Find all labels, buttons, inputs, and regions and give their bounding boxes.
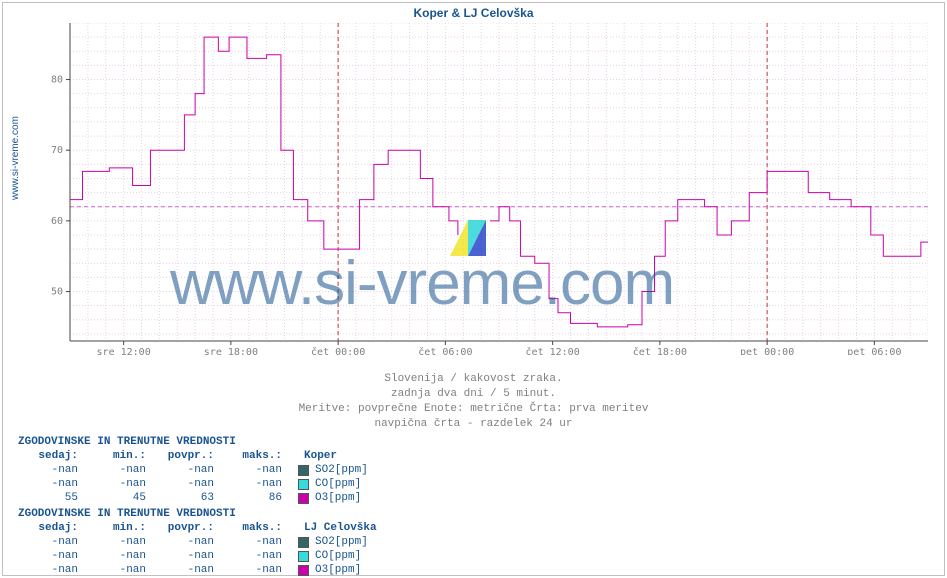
stats-header-row: sedaj:min.:povpr.:maks.: Koper (18, 449, 368, 463)
svg-text:sre 18:00: sre 18:00 (204, 347, 258, 355)
stats-value-cell: -nan (86, 536, 154, 548)
stats-data-row: -nan-nan-nan-nanSO2[ppm] (18, 463, 368, 477)
stats-location-name: Koper (304, 450, 337, 462)
stats-value-cell: -nan (86, 464, 154, 476)
svg-text:čet 00:00: čet 00:00 (311, 346, 365, 355)
stats-header-cell: maks.: (222, 450, 290, 462)
stats-value-cell: 63 (154, 492, 222, 504)
stats-value-cell: -nan (154, 478, 222, 490)
stats-value-cell: -nan (18, 564, 86, 576)
stats-header-cell: maks.: (222, 522, 290, 534)
series-color-swatch (298, 479, 309, 490)
series-color-swatch (298, 465, 309, 476)
stats-value-cell: -nan (86, 478, 154, 490)
series-color-swatch (298, 537, 309, 548)
stats-value-cell: -nan (222, 478, 290, 490)
stats-value-cell: -nan (18, 478, 86, 490)
series-label: CO[ppm] (315, 478, 361, 490)
caption-line: zadnja dva dni / 5 minut. (0, 387, 947, 402)
stats-header-cell: povpr.: (154, 450, 222, 462)
series-color-swatch (298, 551, 309, 562)
stats-data-row: 55456386 O3[ppm] (18, 491, 368, 505)
series-label: CO[ppm] (315, 550, 361, 562)
chart-plot-area: 50 60 70 80 sre 12:00 sre 18:00 čet 00:00 čet 0… (50, 23, 928, 355)
stats-block-koper: ZGODOVINSKE IN TRENUTNE VREDNOSTIsedaj:m… (18, 436, 368, 505)
stats-value-cell: -nan (222, 564, 290, 576)
stats-value-cell: -nan (18, 536, 86, 548)
stats-data-row: -nan-nan-nan-nanCO[ppm] (18, 549, 377, 563)
stats-value-cell: -nan (222, 536, 290, 548)
series-color-swatch (298, 493, 309, 504)
caption-line: Meritve: povprečne Enote: metrične Črta:… (0, 402, 947, 417)
stats-value-cell: -nan (86, 564, 154, 576)
series-label: O3[ppm] (315, 564, 361, 576)
stats-value-cell: -nan (18, 464, 86, 476)
stats-title: ZGODOVINSKE IN TRENUTNE VREDNOSTI (18, 436, 368, 448)
stats-header-cell: sedaj: (18, 522, 86, 534)
stats-data-row: -nan-nan-nan-nanO3[ppm] (18, 563, 377, 577)
svg-text:80: 80 (51, 75, 63, 86)
stats-value-cell: -nan (154, 464, 222, 476)
stats-header-row: sedaj:min.:povpr.:maks.: LJ Celovška (18, 521, 377, 535)
stats-title: ZGODOVINSKE IN TRENUTNE VREDNOSTI (18, 508, 377, 520)
svg-text:čet 06:00: čet 06:00 (418, 346, 472, 355)
series-label: O3[ppm] (315, 492, 361, 504)
stats-header-cell: sedaj: (18, 450, 86, 462)
svg-text:pet 06:00: pet 06:00 (847, 347, 901, 355)
stats-value-cell: -nan (222, 464, 290, 476)
stats-location-name: LJ Celovška (304, 522, 377, 534)
stats-header-cell: povpr.: (154, 522, 222, 534)
stats-value-cell: -nan (86, 550, 154, 562)
stats-header-cell: min.: (86, 522, 154, 534)
side-website-label: www.si-vreme.com (10, 116, 21, 200)
svg-text:70: 70 (51, 145, 63, 156)
svg-text:čet 12:00: čet 12:00 (526, 346, 580, 355)
svg-text:pet 00:00: pet 00:00 (740, 347, 794, 355)
series-label: SO2[ppm] (315, 464, 368, 476)
stats-value-cell: -nan (154, 564, 222, 576)
stats-value-cell: 55 (18, 492, 86, 504)
svg-text:sre 12:00: sre 12:00 (97, 347, 151, 355)
svg-text:60: 60 (51, 216, 63, 227)
caption-line: navpična črta - razdelek 24 ur (0, 417, 947, 432)
stats-data-row: -nan-nan-nan-nanSO2[ppm] (18, 535, 377, 549)
stats-value-cell: 86 (222, 492, 290, 504)
chart-caption: Slovenija / kakovost zraka. zadnja dva d… (0, 372, 947, 431)
chart-svg: 50 60 70 80 sre 12:00 sre 18:00 čet 00:00 čet 0… (50, 23, 928, 355)
stats-value-cell: 45 (86, 492, 154, 504)
stats-header-cell: min.: (86, 450, 154, 462)
series-label: SO2[ppm] (315, 536, 368, 548)
caption-line: Slovenija / kakovost zraka. (0, 372, 947, 387)
stats-value-cell: -nan (154, 550, 222, 562)
svg-text:50: 50 (51, 287, 63, 298)
stats-value-cell: -nan (18, 550, 86, 562)
stats-data-row: -nan-nan-nan-nanCO[ppm] (18, 477, 368, 491)
series-color-swatch (298, 565, 309, 576)
stats-value-cell: -nan (154, 536, 222, 548)
svg-text:čet 18:00: čet 18:00 (633, 346, 687, 355)
stats-value-cell: -nan (222, 550, 290, 562)
stats-block-lj-celovska: ZGODOVINSKE IN TRENUTNE VREDNOSTIsedaj:m… (18, 508, 377, 577)
